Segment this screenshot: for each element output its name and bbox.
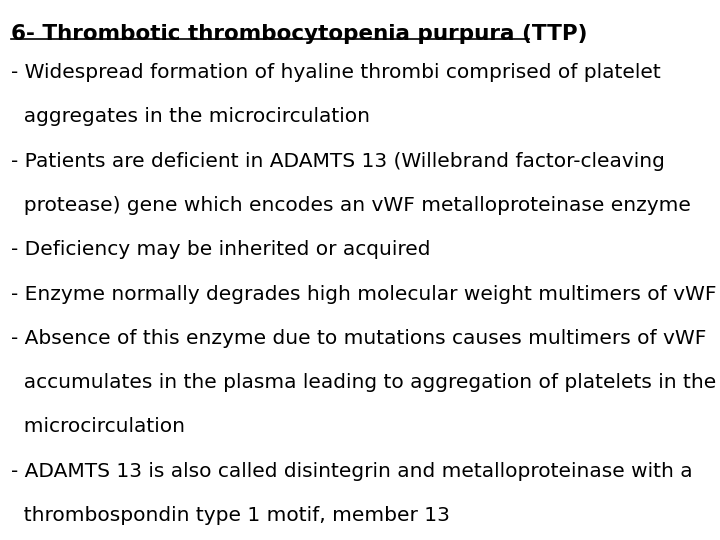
Text: protease) gene which encodes an vWF metalloproteinase enzyme: protease) gene which encodes an vWF meta… [11,196,690,215]
Text: aggregates in the microcirculation: aggregates in the microcirculation [11,107,370,126]
Text: accumulates in the plasma leading to aggregation of platelets in the: accumulates in the plasma leading to agg… [11,373,716,392]
Text: - Absence of this enzyme due to mutations causes multimers of vWF: - Absence of this enzyme due to mutation… [11,329,706,348]
Text: - Widespread formation of hyaline thrombi comprised of platelet: - Widespread formation of hyaline thromb… [11,63,660,82]
Text: - ADAMTS 13 is also called disintegrin and metalloproteinase with a: - ADAMTS 13 is also called disintegrin a… [11,462,693,481]
Text: 6- Thrombotic thrombocytopenia purpura (TTP): 6- Thrombotic thrombocytopenia purpura (… [11,24,588,44]
Text: - Enzyme normally degrades high molecular weight multimers of vWF: - Enzyme normally degrades high molecula… [11,285,716,303]
Text: - Patients are deficient in ADAMTS 13 (Willebrand factor-cleaving: - Patients are deficient in ADAMTS 13 (W… [11,152,665,171]
Text: - Deficiency may be inherited or acquired: - Deficiency may be inherited or acquire… [11,240,431,259]
Text: microcirculation: microcirculation [11,417,185,436]
Text: thrombospondin type 1 motif, member 13: thrombospondin type 1 motif, member 13 [11,506,450,525]
